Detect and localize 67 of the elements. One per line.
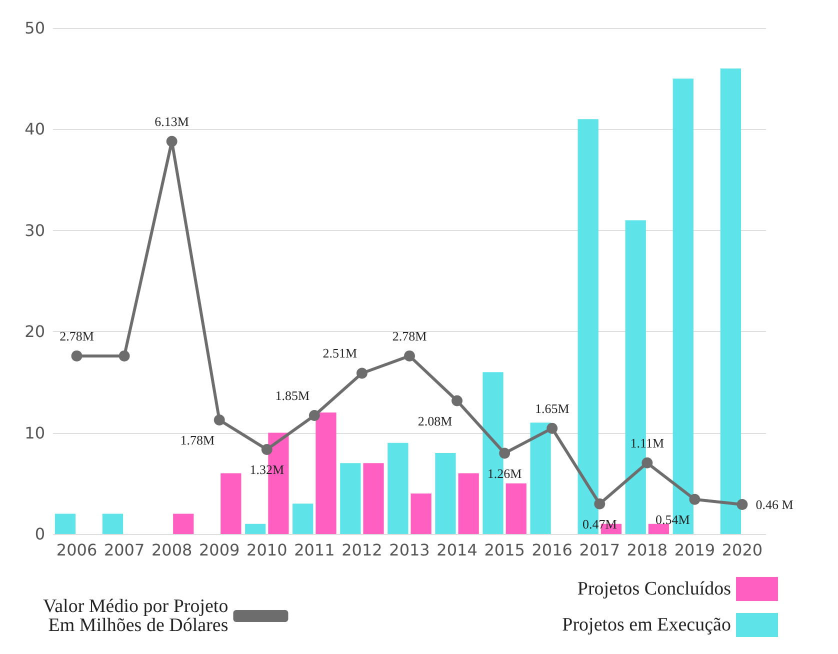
y-tick-label: 0 [34,524,45,544]
point [499,448,510,459]
bar [648,524,670,534]
x-tick-label: 2018 [626,540,668,560]
bar [54,514,76,534]
bar [530,422,551,534]
x-tick-label: 2006 [56,540,98,560]
data-label: 1.85M [275,388,310,404]
bar [292,504,314,534]
x-tick-label: 2012 [342,540,382,560]
y-tick-label: 10 [24,423,45,442]
bar [506,483,526,534]
point [546,422,558,434]
point [166,136,178,147]
data-label: 0.46 M [756,497,794,512]
data-label: 6.13M [154,114,190,129]
bar [102,514,124,534]
x-tick-label: 2011 [294,540,335,560]
point [356,368,368,379]
x-tick-label: 2013 [389,540,430,560]
x-tick-label: 2016 [532,540,572,560]
point [261,444,272,455]
point [214,414,225,426]
point [71,350,82,362]
bar [435,453,456,534]
point [118,350,130,362]
y-tick-label: 50 [24,18,45,38]
bar [173,514,194,534]
x-tick-label: 2017 [579,540,620,560]
data-label: 2.78M [60,328,94,344]
data-label: 0.47M [582,516,618,532]
bar [388,442,408,534]
bar [720,68,741,534]
y-tick-label: 40 [24,120,45,139]
x-tick-label: 2009 [199,540,240,560]
x-tick-label: 2007 [104,540,145,560]
point [452,395,463,406]
x-tick-label: 2014 [436,540,478,560]
point [642,457,653,468]
data-label: 2.08M [418,413,453,428]
y-tick-label: 20 [24,322,45,342]
x-tick-label: 2015 [484,540,525,560]
legend-label: Projetos em Execução [562,614,731,636]
y-tick-label: 30 [24,220,45,240]
bar [458,473,479,534]
point [404,350,415,362]
point [689,494,700,505]
bar [340,463,361,534]
data-label: 0.54M [656,512,690,527]
data-label: 1.65M [534,400,570,416]
data-label: 1.78M [180,432,215,448]
point [594,498,606,510]
point [736,499,748,510]
legend-label: Projetos Concluídos [577,578,731,600]
x-tick-label: 2010 [246,540,288,560]
bar [363,463,384,534]
bar [410,494,432,534]
bar [220,473,242,534]
point [308,410,320,422]
x-tick-label: 2008 [151,540,192,560]
bar [316,412,336,534]
x-tick-label: 2020 [722,540,763,560]
x-tick-label: 2019 [674,540,716,560]
data-label: 2.51M [322,346,358,361]
legend-label: Valor Médio por Projeto Em Milhões de Dólares [42,596,228,636]
data-label: 2.78M [392,328,428,344]
bar [245,524,266,534]
